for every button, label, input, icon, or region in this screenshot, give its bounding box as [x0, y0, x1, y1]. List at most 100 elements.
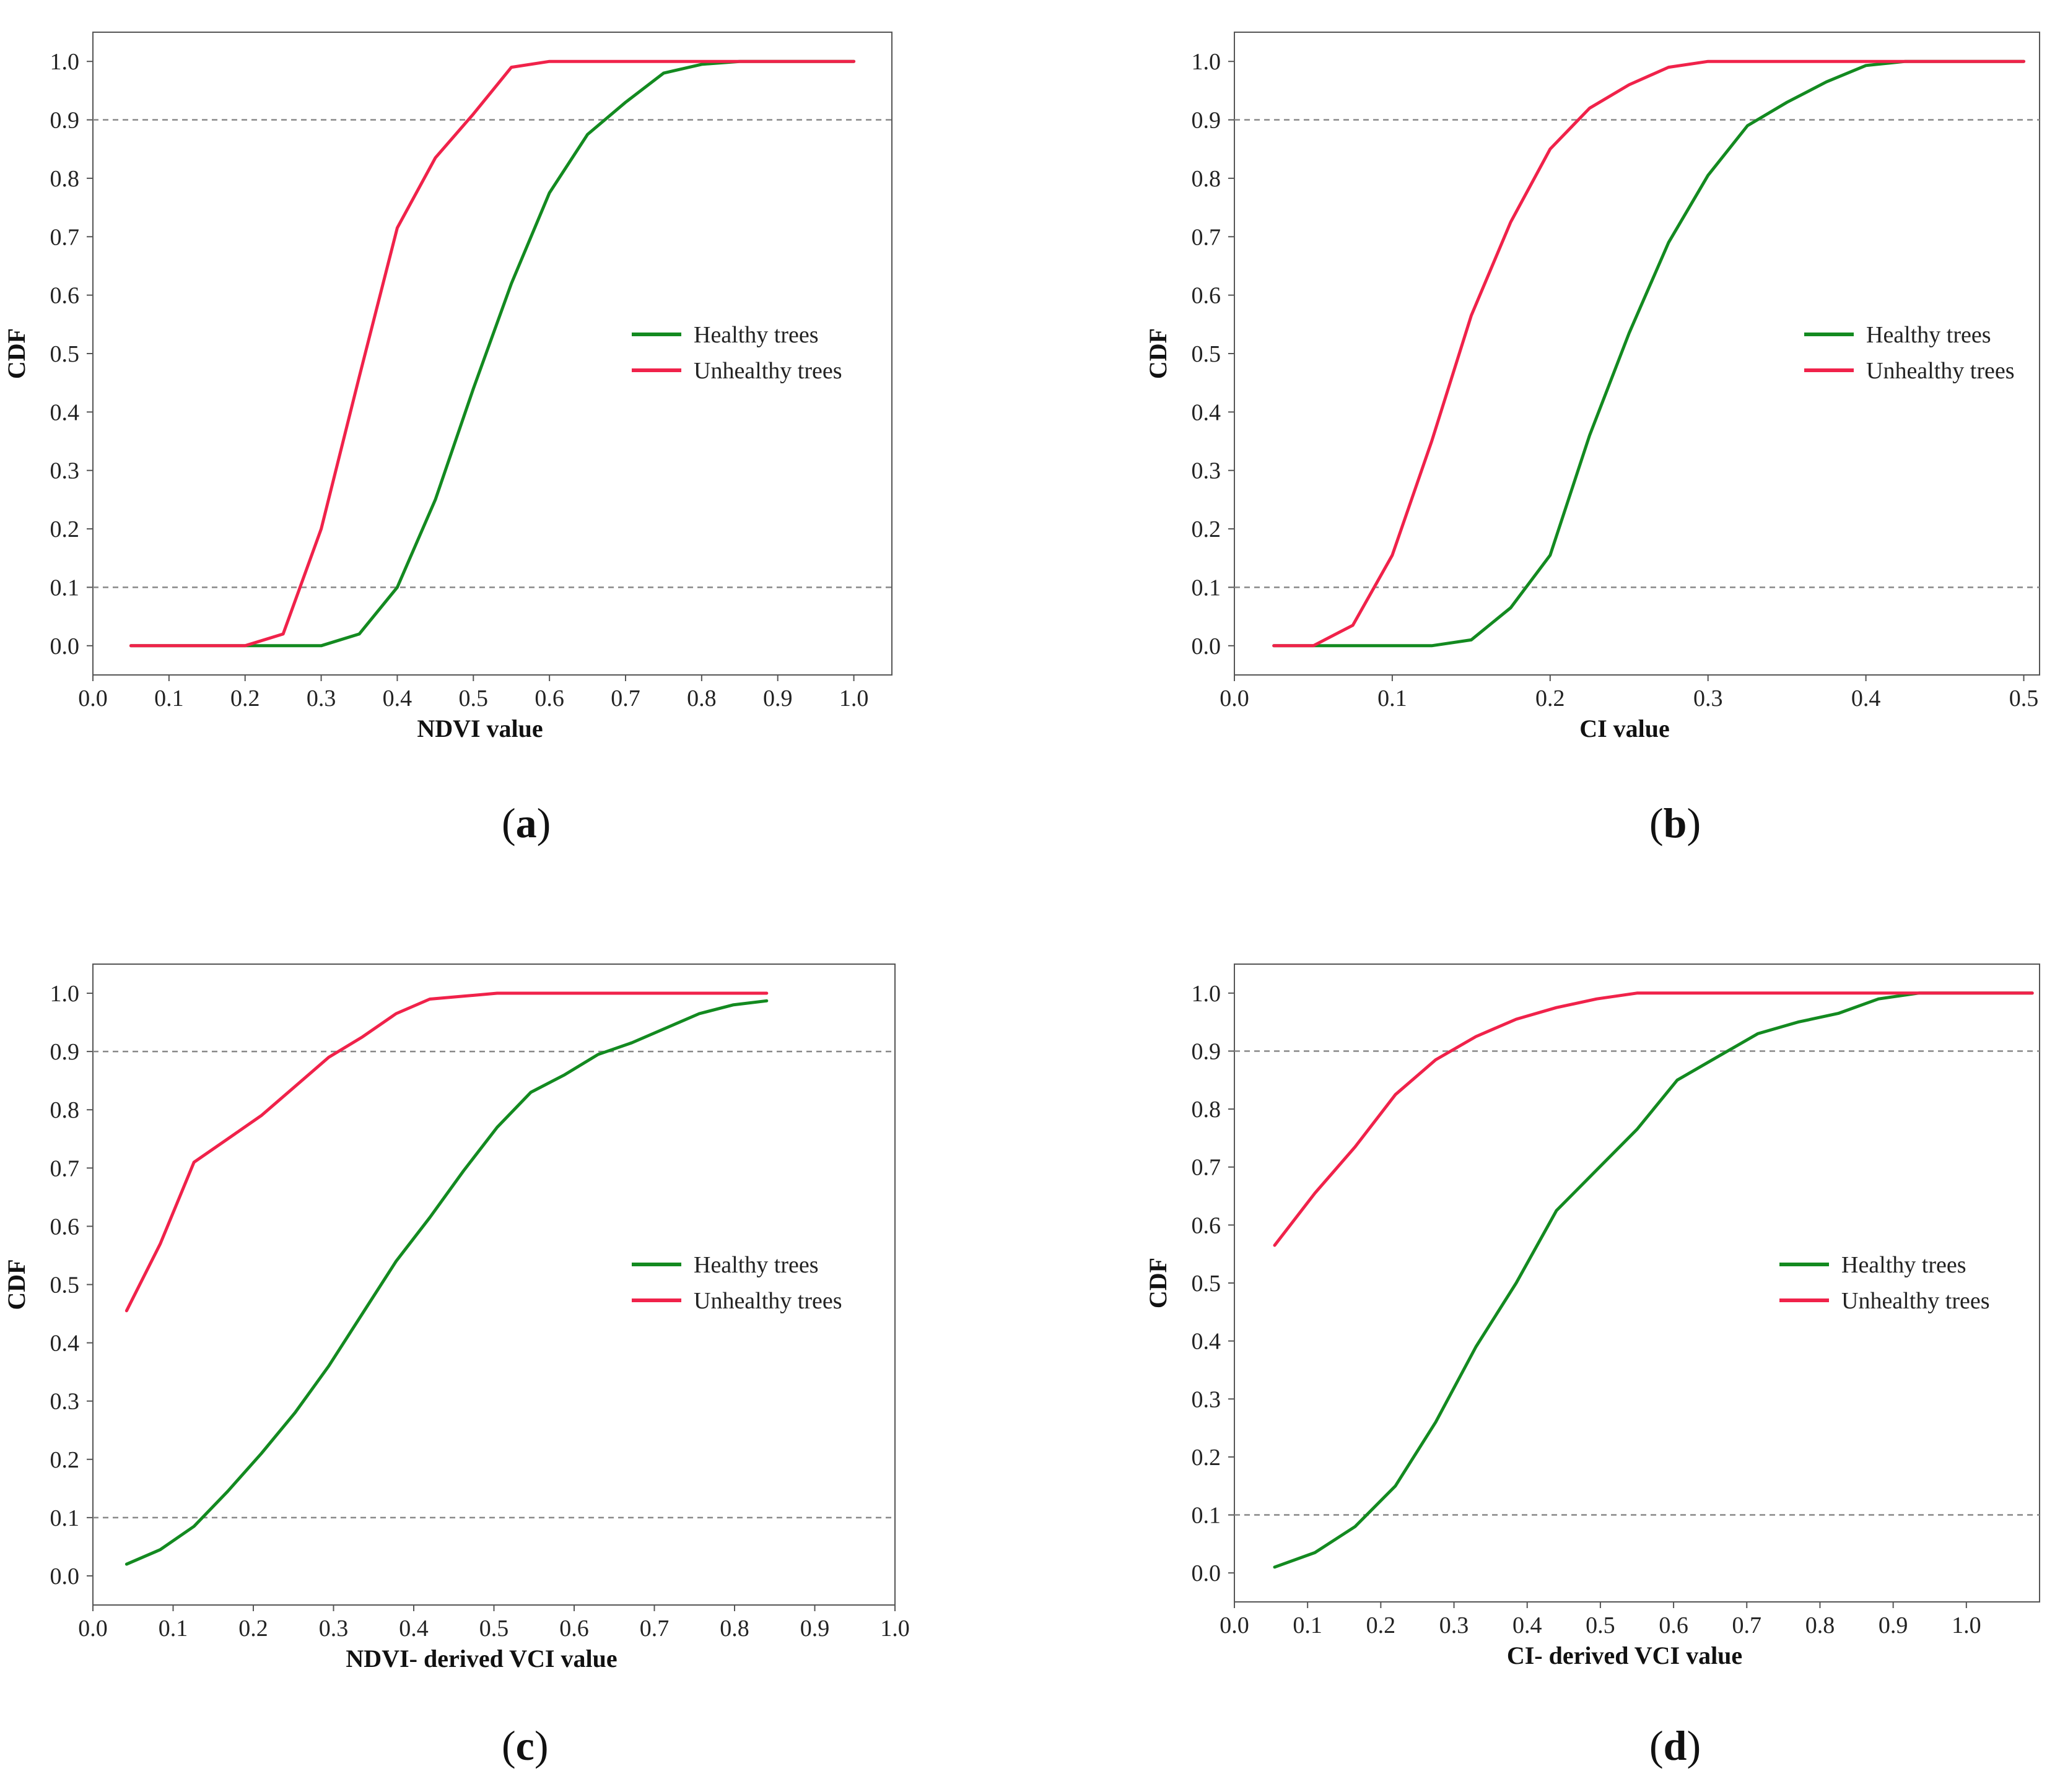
- x-tick-label: 0.2: [1535, 685, 1565, 711]
- y-tick-label: 0.3: [50, 1389, 80, 1415]
- y-tick-label: 1.0: [50, 981, 80, 1007]
- y-tick-label: 0.4: [1192, 399, 1221, 425]
- y-tick-label: 0.4: [1192, 1329, 1221, 1355]
- plot-frame: [1234, 963, 2040, 1603]
- legend-label-healthy: Healthy trees: [1841, 1252, 1966, 1278]
- x-tick-label: 0.6: [535, 685, 564, 711]
- panel-a: 0.0 0.1 0.2 0.3 0.4 0.5 0.6 0.7 0.8 0.9 1.0 0.0 0.1 0…: [0, 0, 1030, 896]
- y-tick-label: 0.9: [1192, 108, 1221, 134]
- x-tick-label: 0.1: [154, 685, 184, 711]
- panel-c: 0.0 0.1 0.2 0.3 0.4 0.5 0.6 0.7 0.8 0.9 1.0 0.0 0.1 0…: [0, 896, 1030, 1792]
- y-tick-label: 1.0: [1192, 49, 1221, 75]
- y-axis-title: CDF: [1144, 1258, 1172, 1308]
- unhealthy-series-line: [124, 991, 769, 1313]
- legend-label-unhealthy: Unhealthy trees: [1841, 1288, 1990, 1314]
- y-tick-label: 0.2: [50, 1447, 80, 1473]
- y-tick-label: 0.3: [50, 458, 80, 484]
- y-tick-label: 0.9: [1192, 1038, 1221, 1064]
- x-tick-label: 0.1: [159, 1616, 188, 1642]
- x-tick-label: 0.0: [1220, 1612, 1249, 1638]
- x-axis-title: NDVI value: [417, 715, 543, 742]
- y-tick-label: 0.4: [50, 1331, 80, 1357]
- x-tick-label: 0.7: [1732, 1612, 1762, 1638]
- y-tick-label: 0.6: [50, 1214, 80, 1240]
- x-tick-label: 0.5: [2009, 685, 2039, 711]
- x-tick-label: 0.1: [1377, 685, 1407, 711]
- x-tick-label: 1.0: [1952, 1612, 1981, 1638]
- x-axis-title: NDVI- derived VCI value: [346, 1645, 617, 1672]
- y-tick-label: 0.4: [50, 399, 80, 425]
- y-tick-label: 0.6: [50, 283, 80, 309]
- legend-label-healthy: Healthy trees: [1866, 322, 1991, 348]
- y-tick-label: 0.7: [50, 1155, 80, 1181]
- y-axis-title: CDF: [2, 1259, 30, 1310]
- y-axis-title: CDF: [2, 328, 30, 379]
- unhealthy-series-line: [129, 59, 856, 648]
- y-tick-label: 0.0: [1192, 1560, 1221, 1586]
- healthy-series-line: [1272, 59, 2025, 648]
- x-tick-label: 0.2: [230, 685, 260, 711]
- y-tick-label: 0.0: [1192, 633, 1221, 659]
- legend-label-healthy: Healthy trees: [694, 1252, 819, 1278]
- y-tick-label: 0.3: [1192, 1386, 1221, 1412]
- healthy-series-line: [124, 999, 769, 1566]
- chart-d: 0.0 0.1 0.2 0.3 0.4 0.5 0.6 0.7 0.8 0.9 1.0 0.0 0.1 0…: [1144, 963, 2040, 1669]
- caption-b: (b): [1649, 799, 1701, 846]
- y-tick-label: 0.9: [50, 108, 80, 134]
- legend-label-healthy: Healthy trees: [694, 322, 819, 348]
- x-tick-label: 0.1: [1293, 1612, 1322, 1638]
- x-tick-label: 0.4: [399, 1616, 429, 1642]
- legend-label-unhealthy: Unhealthy trees: [1866, 358, 2015, 384]
- x-axis-title: CI value: [1579, 715, 1670, 742]
- y-tick-label: 1.0: [50, 49, 80, 75]
- legend-label-unhealthy: Unhealthy trees: [694, 1288, 842, 1314]
- x-tick-label: 0.9: [1879, 1612, 1908, 1638]
- x-tick-label: 0.9: [763, 685, 793, 711]
- x-tick-label: 0.4: [1512, 1612, 1542, 1638]
- healthy-series-line: [129, 59, 856, 648]
- x-tick-label: 0.3: [307, 685, 336, 711]
- x-tick-label: 0.0: [78, 1616, 108, 1642]
- x-tick-label: 0.8: [720, 1616, 749, 1642]
- y-tick-label: 0.5: [1192, 341, 1221, 367]
- x-tick-label: 0.2: [238, 1616, 268, 1642]
- y-tick-label: 0.8: [50, 166, 80, 192]
- panel-d: 0.0 0.1 0.2 0.3 0.4 0.5 0.6 0.7 0.8 0.9 1.0 0.0 0.1 0…: [1030, 896, 2060, 1792]
- y-tick-label: 0.5: [50, 1272, 80, 1298]
- x-tick-label: 0.3: [319, 1616, 349, 1642]
- y-tick-label: 0.7: [50, 224, 80, 250]
- x-tick-label: 0.6: [1659, 1612, 1688, 1638]
- x-tick-label: 0.9: [800, 1616, 830, 1642]
- plot-frame: [92, 963, 896, 1606]
- y-tick-label: 0.1: [1192, 575, 1221, 601]
- x-tick-label: 0.0: [1220, 685, 1249, 711]
- y-tick-label: 0.9: [50, 1039, 80, 1065]
- chart-c: 0.0 0.1 0.2 0.3 0.4 0.5 0.6 0.7 0.8 0.9 1.0 0.0 0.1 0…: [2, 963, 910, 1672]
- panel-b: 0.0 0.1 0.2 0.3 0.4 0.5 0.0 0.1 0.2 0.3 0.4 0.5 0.6 0…: [1030, 0, 2060, 896]
- y-tick-label: 0.8: [1192, 1097, 1221, 1123]
- x-tick-label: 0.7: [640, 1616, 670, 1642]
- x-tick-label: 0.0: [78, 685, 108, 711]
- y-tick-label: 0.0: [50, 1564, 80, 1590]
- y-tick-label: 0.8: [1192, 166, 1221, 192]
- x-tick-label: 0.8: [687, 685, 717, 711]
- y-tick-label: 0.1: [50, 1505, 80, 1531]
- x-tick-label: 0.6: [559, 1616, 589, 1642]
- chart-b: 0.0 0.1 0.2 0.3 0.4 0.5 0.0 0.1 0.2 0.3 0.4 0.5 0.6 0…: [1144, 32, 2040, 742]
- x-tick-label: 1.0: [839, 685, 869, 711]
- chart-a: 0.0 0.1 0.2 0.3 0.4 0.5 0.6 0.7 0.8 0.9 1.0 0.0 0.1 0…: [2, 32, 893, 742]
- y-tick-label: 0.2: [50, 516, 80, 542]
- y-tick-label: 0.1: [1192, 1503, 1221, 1529]
- caption-c: (c): [502, 1722, 549, 1769]
- y-tick-label: 1.0: [1192, 981, 1221, 1007]
- y-tick-label: 0.6: [1192, 283, 1221, 309]
- y-tick-label: 0.6: [1192, 1212, 1221, 1238]
- healthy-series-line: [1273, 991, 2034, 1569]
- x-tick-label: 0.3: [1439, 1612, 1469, 1638]
- y-tick-label: 0.5: [1192, 1271, 1221, 1297]
- caption-d: (d): [1649, 1722, 1701, 1769]
- y-tick-label: 0.0: [50, 633, 80, 659]
- plot-frame: [92, 32, 893, 676]
- legend-label-unhealthy: Unhealthy trees: [694, 358, 842, 384]
